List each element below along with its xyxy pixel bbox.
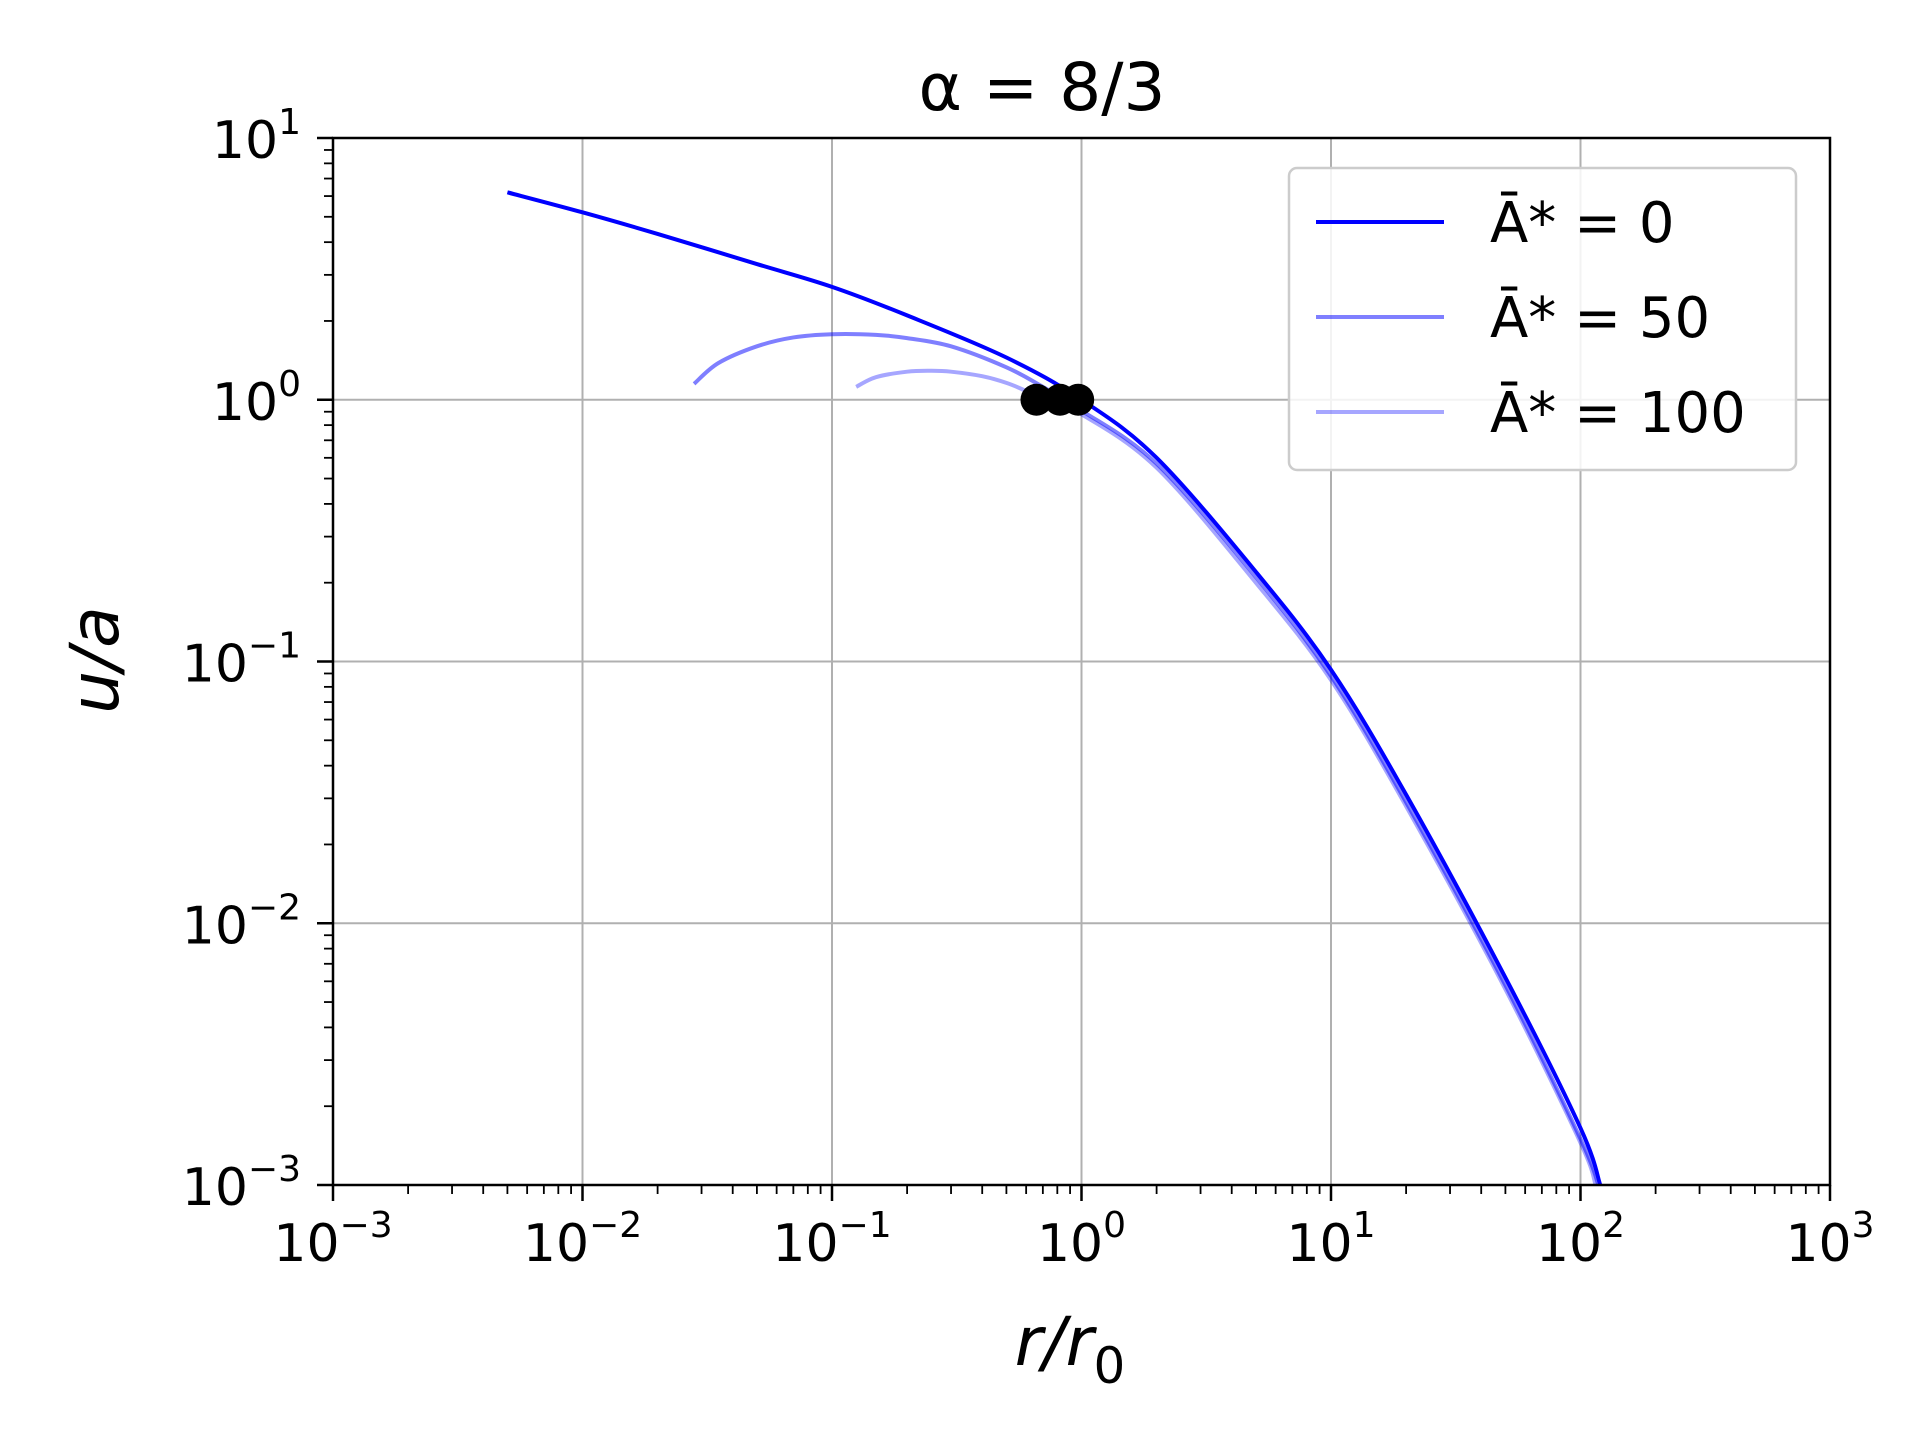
data-markers bbox=[1020, 383, 1095, 416]
y-tick-label: 100 bbox=[212, 364, 301, 433]
x-tick-label: 103 bbox=[1785, 1205, 1874, 1274]
x-tick-label: 10−3 bbox=[273, 1205, 392, 1274]
y-tick-label: 10−1 bbox=[182, 626, 301, 695]
x-tick-label: 101 bbox=[1286, 1205, 1375, 1274]
x-tick-label: 102 bbox=[1536, 1205, 1625, 1274]
marker-point bbox=[1062, 383, 1095, 416]
series-line-0 bbox=[506, 190, 1603, 1186]
legend-label: Ā* = 100 bbox=[1490, 381, 1746, 446]
y-tick-label: 10−3 bbox=[182, 1149, 301, 1218]
axis-ticks bbox=[317, 136, 1832, 1201]
x-tick-label: 10−1 bbox=[772, 1205, 891, 1274]
x-tick-labels: 10−3 10−2 10−1 100 101 102 103 bbox=[273, 1205, 1874, 1274]
chart-title: α = 8/3 bbox=[919, 49, 1166, 126]
marker-point bbox=[1020, 383, 1053, 416]
x-tick-label: 100 bbox=[1037, 1205, 1126, 1274]
y-axis-label: u/a bbox=[56, 606, 135, 714]
y-tick-label: 101 bbox=[212, 102, 301, 171]
y-tick-label: 10−2 bbox=[182, 887, 301, 956]
legend-label: Ā* = 50 bbox=[1490, 286, 1710, 351]
legend: Ā* = 0 Ā* = 50 Ā* = 100 bbox=[1287, 166, 1798, 472]
legend-label: Ā* = 0 bbox=[1490, 191, 1674, 256]
y-tick-labels: 10−3 10−2 10−1 100 101 bbox=[182, 102, 301, 1218]
x-axis-label: r/r0 bbox=[1015, 1303, 1126, 1395]
legend-box bbox=[1287, 166, 1798, 472]
x-tick-label: 10−2 bbox=[523, 1205, 642, 1274]
